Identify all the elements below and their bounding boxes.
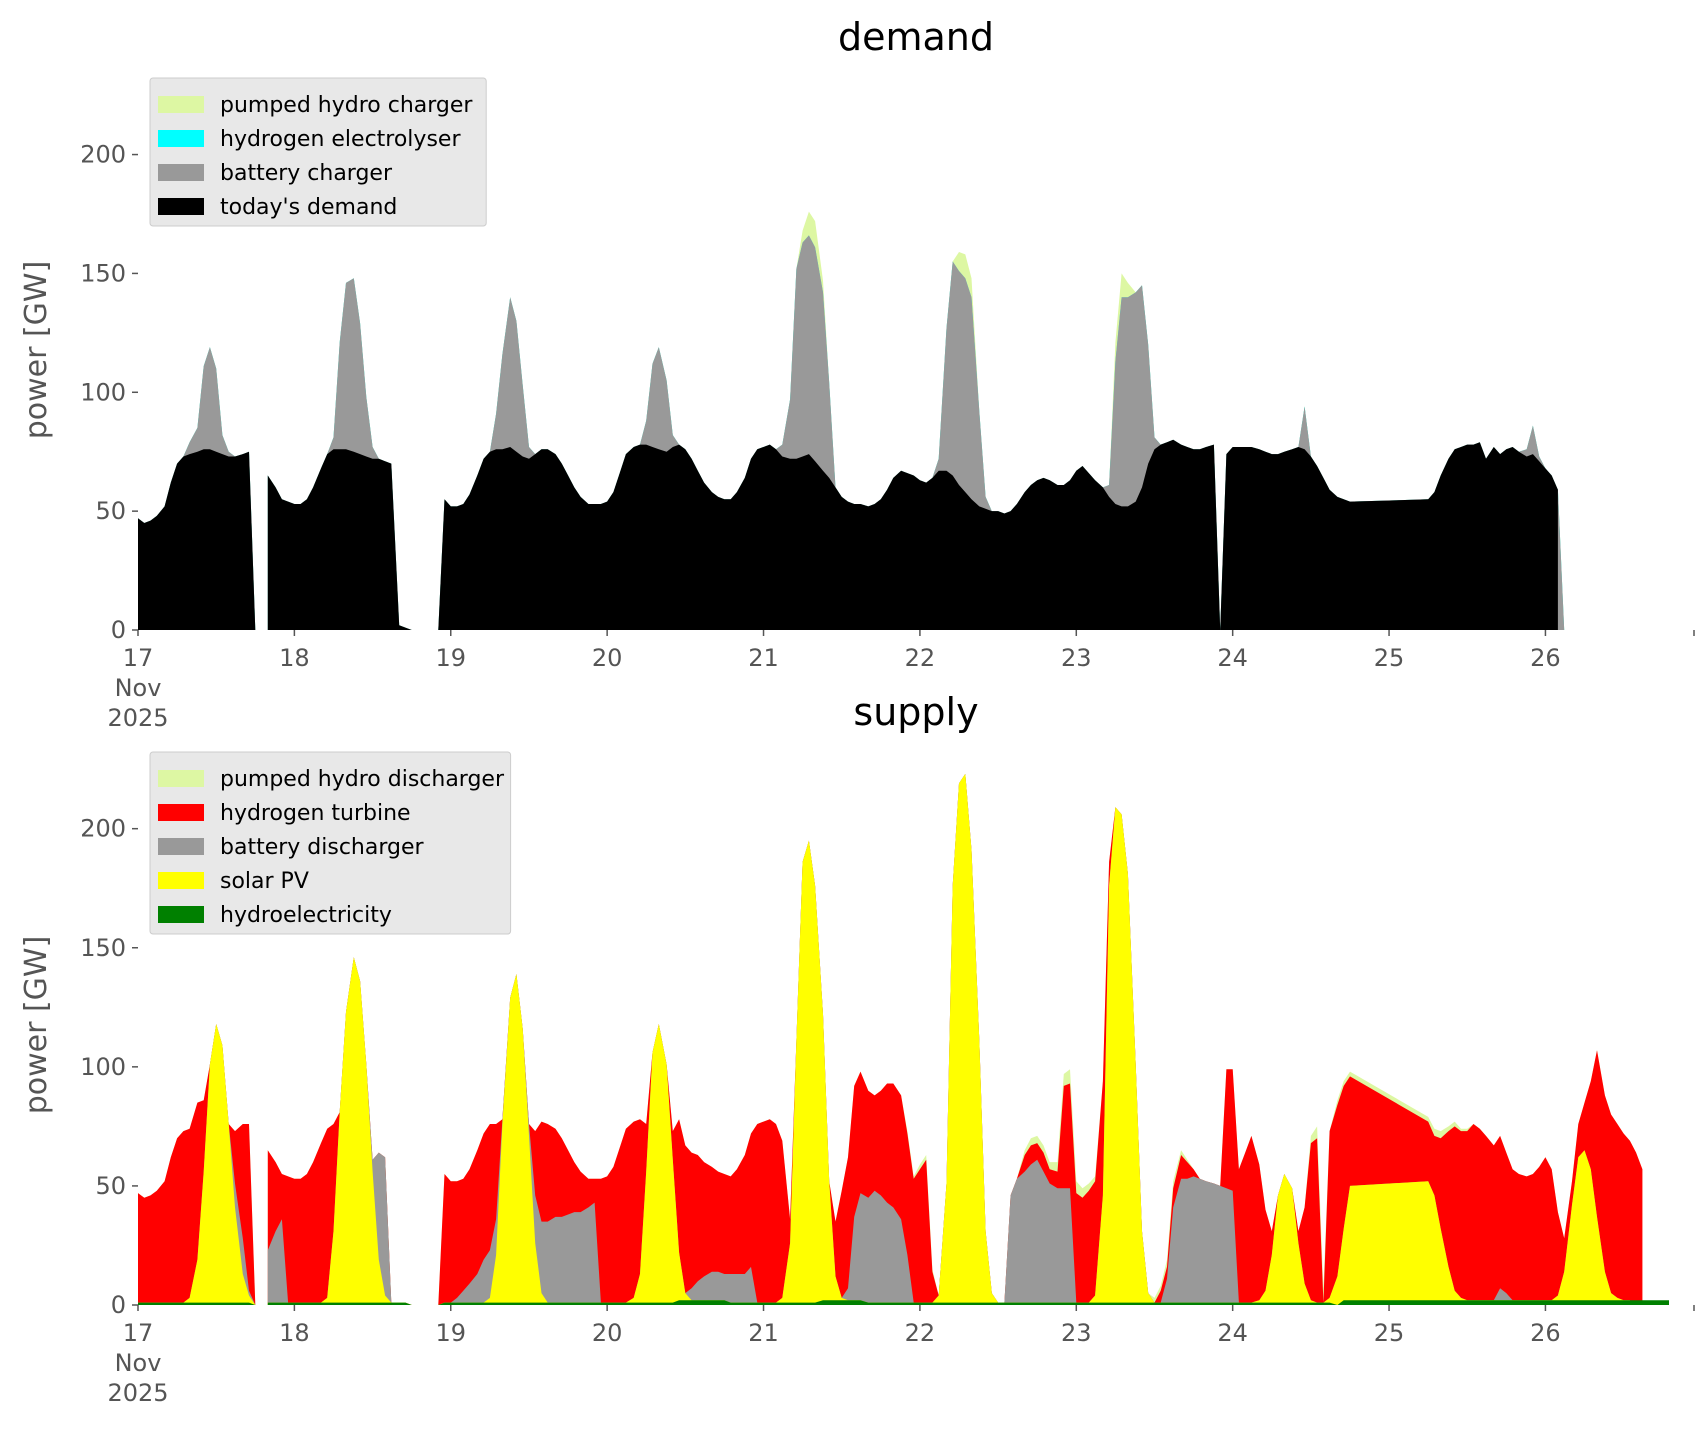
x-tick-label: 20 [592,1319,623,1347]
y-axis-label: power [GW] [19,261,54,440]
y-tick-label: 0 [111,1291,126,1319]
y-tick-label: 200 [80,815,126,843]
x-tick-label: 22 [905,644,936,672]
demand-chart: demand power [GW] 05010015020017Nov20251… [19,15,1695,732]
legend-label-battery-discharger: battery discharger [220,835,425,860]
x-tick-label: 25 [1374,1319,1405,1347]
y-axis-label: power [GW] [19,936,54,1115]
legend-label-hydrogen-electrolyser: hydrogen electrolyser [220,127,461,152]
area-layers [138,773,1669,1305]
y-tick-label: 150 [80,934,126,962]
y-tick-label: 50 [95,497,126,525]
legend-swatch-battery-discharger [158,838,204,855]
x-tick-label: 20 [592,644,623,672]
legend-label-pumped-hydro-discharger: pumped hydro discharger [220,767,505,792]
x-tick-label: 18 [279,644,310,672]
legend-label-pumped-hydro-charger: pumped hydro charger [220,93,473,118]
x-tick-label: 23 [1061,1319,1092,1347]
x-tick-label: 26 [1530,644,1561,672]
area-solar-pv [267,773,1630,1305]
x-tick-label: 23 [1061,644,1092,672]
x-tick-label: 17 [123,644,154,672]
legend-label-today-s-demand: today's demand [220,195,397,220]
legend-swatch-solar-pv [158,872,204,889]
legend-box [149,751,512,935]
x-tick-label: 26 [1530,1319,1561,1347]
x-tick-sublabel: Nov [115,1349,162,1377]
x-tick-sublabel: 2025 [107,704,168,732]
x-tick-label: 21 [748,644,779,672]
x-tick-label: 24 [1217,644,1248,672]
x-tick-label: 25 [1374,644,1405,672]
legend-swatch-hydroelectricity [158,906,204,923]
legend-swatch-pumped-hydro-discharger [158,770,204,787]
chart-title: supply [853,690,978,734]
area-layers [138,211,1612,630]
x-tick-label: 21 [748,1319,779,1347]
x-tick-label: 19 [435,644,466,672]
area-solar-pv [138,1024,256,1305]
x-tick-label: 17 [123,1319,154,1347]
y-tick-label: 100 [80,378,126,406]
x-tick-sublabel: 2025 [107,1379,168,1407]
legend-label-hydroelectricity: hydroelectricity [220,903,392,928]
x-tick-label: 24 [1217,1319,1248,1347]
x-tick-label: 18 [279,1319,310,1347]
legend-label-hydrogen-turbine: hydrogen turbine [220,801,411,826]
area-today-s-demand [138,449,256,630]
legend-swatch-hydrogen-electrolyser [158,130,204,147]
legend: pumped hydro charger hydrogen electrolyse… [149,77,487,227]
legend-swatch-battery-charger [158,164,204,181]
y-tick-label: 50 [95,1172,126,1200]
legend-swatch-pumped-hydro-charger [158,96,204,113]
legend-label-solar-pv: solar PV [220,869,309,894]
x-tick-sublabel: Nov [115,674,162,702]
supply-chart: supply power [GW] 05010015020017Nov20251… [19,690,1695,1407]
legend-swatch-today-s-demand [158,198,204,215]
legend-label-battery-charger: battery charger [220,161,393,186]
x-tick-label: 19 [435,1319,466,1347]
y-tick-label: 150 [80,259,126,287]
y-tick-label: 0 [111,616,126,644]
area-hydroelectricity [267,1300,1669,1305]
y-tick-label: 200 [80,141,126,169]
legend: pumped hydro discharger hydrogen turbine b… [149,751,512,935]
x-tick-label: 22 [905,1319,936,1347]
y-tick-label: 100 [80,1053,126,1081]
area-today-s-demand [267,439,1558,630]
chart-title: demand [838,15,994,59]
area-hydroelectricity [138,1302,256,1305]
legend-swatch-hydrogen-turbine [158,804,204,821]
legend-box [149,77,487,227]
